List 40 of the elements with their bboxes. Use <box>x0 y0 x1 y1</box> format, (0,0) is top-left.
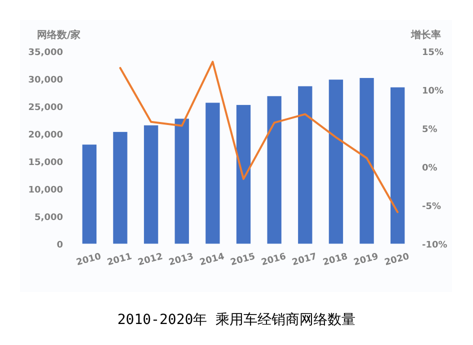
bar <box>360 78 374 244</box>
x-tick-label: 2016 <box>260 252 288 268</box>
x-tick-label: 2015 <box>230 252 256 268</box>
y-tick-label: 35,000 <box>28 48 63 58</box>
y-tick-label: 5,000 <box>34 213 63 224</box>
y-tick-label: 0 <box>56 240 63 251</box>
bar <box>174 118 189 244</box>
x-tick-label: 2012 <box>137 252 164 268</box>
x-tick-label: 2018 <box>322 252 349 268</box>
y-tick-label: 20,000 <box>28 130 63 141</box>
bar <box>206 102 220 244</box>
y-tick-label: 30,000 <box>28 76 63 86</box>
x-tick-label: 2010 <box>75 252 102 268</box>
bar <box>113 132 128 244</box>
x-tick-label: 2020 <box>384 252 410 268</box>
line-series <box>119 60 399 214</box>
bar <box>144 125 158 244</box>
text: 2010-2020年 乘用车经销商网络数量 <box>117 312 356 328</box>
bar <box>267 96 282 244</box>
y-tick-label: 25,000 <box>28 103 63 114</box>
x-tick-label: 2013 <box>168 252 195 268</box>
x-tick-label: 2017 <box>291 252 318 268</box>
y-tick-label: 10,000 <box>28 186 63 196</box>
bar <box>298 86 312 244</box>
bar <box>328 80 344 244</box>
y2-tick-label: 0% <box>422 164 438 174</box>
y2-tick-label: 5% <box>422 125 438 136</box>
x-tick-label: 2019 <box>352 252 380 268</box>
y2-tick-label: 10% <box>422 86 444 97</box>
bar <box>82 144 96 244</box>
y2-tick-label: 15% <box>422 48 444 58</box>
y2-tick-label: -5% <box>422 202 442 212</box>
y2-axis-title: 增长率 <box>410 29 441 41</box>
y-tick-label: 15,000 <box>28 158 63 168</box>
x-tick-label: 2014 <box>198 252 226 268</box>
bar <box>236 104 251 244</box>
bar <box>390 87 405 244</box>
y-axis-title: 网络数/家 <box>37 29 81 41</box>
y2-tick-label: -10% <box>422 240 448 251</box>
x-tick-label: 2011 <box>106 252 134 268</box>
